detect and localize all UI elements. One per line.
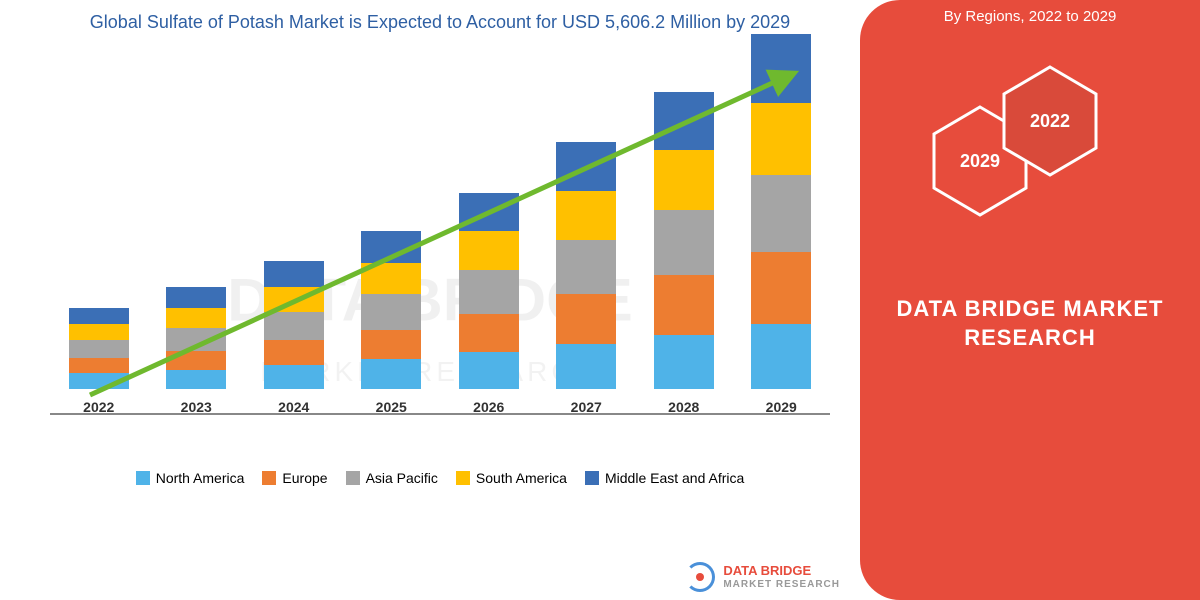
bar-segment	[556, 240, 616, 294]
legend-item: Europe	[262, 470, 327, 486]
bar-group: 2026	[459, 193, 519, 416]
brand-line2: RESEARCH	[897, 324, 1164, 353]
legend-label: North America	[156, 470, 245, 486]
legend-label: South America	[476, 470, 567, 486]
bar-group: 2028	[654, 92, 714, 415]
bar-segment	[361, 359, 421, 389]
bar-segment	[751, 34, 811, 102]
bar-segment	[69, 340, 129, 358]
bar-segment	[264, 287, 324, 312]
stacked-bar	[264, 261, 324, 389]
legend-swatch	[585, 471, 599, 485]
chart-panel: DATA BRIDGE MARKET RESEARCH Global Sulfa…	[0, 0, 860, 600]
stacked-bar	[556, 142, 616, 390]
bar-segment	[751, 103, 811, 175]
hexagon-2022-label: 2022	[1030, 111, 1070, 132]
legend-label: Asia Pacific	[366, 470, 438, 486]
bar-segment	[264, 340, 324, 365]
stacked-bar	[459, 193, 519, 390]
bar-segment	[459, 352, 519, 389]
bar-segment	[751, 175, 811, 252]
brand-line1: DATA BRIDGE MARKET	[897, 295, 1164, 324]
hexagon-2022: 2022	[1000, 65, 1100, 177]
stacked-bar	[166, 287, 226, 389]
bar-group: 2023	[166, 287, 226, 415]
bar-segment	[69, 324, 129, 340]
bar-segment	[459, 270, 519, 314]
bar-segment	[264, 312, 324, 340]
bar-segment	[69, 373, 129, 389]
right-panel: By Regions, 2022 to 2029 2029 2022 DATA …	[860, 0, 1200, 600]
bar-segment	[166, 308, 226, 327]
bar-segment	[556, 294, 616, 343]
bottom-logo-line1: DATA BRIDGE	[723, 564, 840, 578]
bar-segment	[654, 210, 714, 275]
legend-item: North America	[136, 470, 245, 486]
bar-segment	[654, 92, 714, 150]
bar-segment	[751, 252, 811, 324]
bottom-logo-icon	[685, 562, 715, 592]
chart-title: Global Sulfate of Potash Market is Expec…	[40, 10, 840, 35]
stacked-bar	[69, 308, 129, 389]
legend-swatch	[456, 471, 470, 485]
chart-area: 20222023202420252026202720282029	[50, 55, 830, 455]
legend-item: Middle East and Africa	[585, 470, 744, 486]
bar-segment	[556, 344, 616, 390]
stacked-bar	[654, 92, 714, 389]
bar-group: 2025	[361, 231, 421, 415]
legend-item: South America	[456, 470, 567, 486]
bar-segment	[69, 308, 129, 324]
bar-segment	[751, 324, 811, 389]
hexagon-2029-label: 2029	[960, 151, 1000, 172]
bar-segment	[556, 191, 616, 240]
bottom-logo-line2: MARKET RESEARCH	[723, 579, 840, 590]
x-axis-line	[50, 413, 830, 415]
legend-label: Europe	[282, 470, 327, 486]
bar-segment	[654, 335, 714, 389]
hexagon-group: 2029 2022	[930, 55, 1130, 255]
bar-segment	[361, 263, 421, 295]
bars-container: 20222023202420252026202720282029	[50, 55, 830, 415]
bottom-logo: DATA BRIDGE MARKET RESEARCH	[685, 562, 840, 592]
legend-label: Middle East and Africa	[605, 470, 744, 486]
bar-segment	[459, 231, 519, 270]
bar-segment	[361, 330, 421, 360]
stacked-bar	[751, 34, 811, 389]
bar-group: 2022	[69, 308, 129, 415]
bar-segment	[166, 370, 226, 389]
right-panel-header: By Regions, 2022 to 2029	[924, 8, 1137, 25]
bar-group: 2027	[556, 142, 616, 416]
bar-segment	[459, 193, 519, 232]
bar-segment	[654, 275, 714, 335]
bar-segment	[166, 287, 226, 308]
legend-swatch	[346, 471, 360, 485]
bar-segment	[361, 294, 421, 329]
bar-segment	[264, 261, 324, 287]
bar-segment	[166, 351, 226, 370]
bar-segment	[556, 142, 616, 191]
bar-segment	[264, 365, 324, 390]
legend: North America Europe Asia Pacific South Ame…	[40, 470, 840, 486]
legend-swatch	[262, 471, 276, 485]
bar-segment	[459, 314, 519, 353]
bar-group: 2029	[751, 34, 811, 415]
bar-segment	[654, 150, 714, 210]
legend-swatch	[136, 471, 150, 485]
bar-segment	[69, 358, 129, 374]
bottom-logo-text: DATA BRIDGE MARKET RESEARCH	[723, 564, 840, 589]
bar-segment	[166, 328, 226, 351]
legend-item: Asia Pacific	[346, 470, 438, 486]
bar-group: 2024	[264, 261, 324, 415]
bar-segment	[361, 231, 421, 263]
brand-text: DATA BRIDGE MARKET RESEARCH	[897, 295, 1164, 352]
stacked-bar	[361, 231, 421, 389]
